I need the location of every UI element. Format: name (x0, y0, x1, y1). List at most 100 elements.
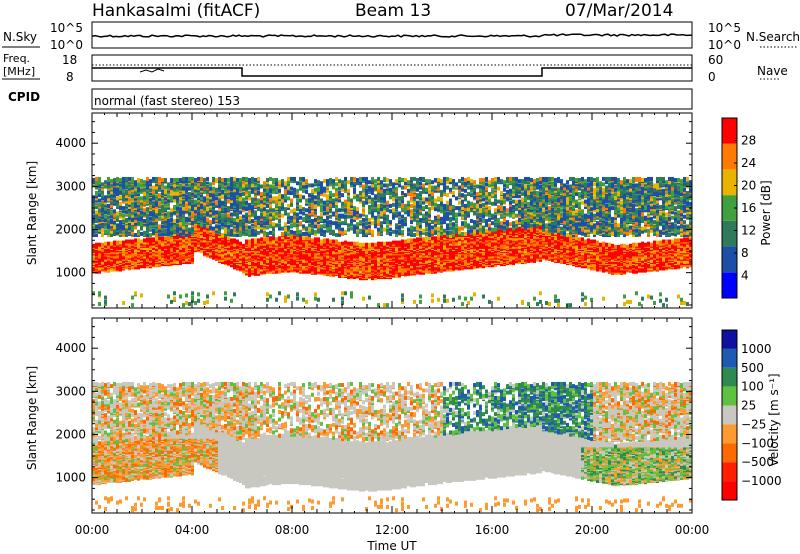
data-cell (155, 179, 158, 184)
data-cell (347, 180, 350, 185)
data-cell (104, 214, 107, 219)
data-cell (170, 224, 173, 229)
data-cell (365, 214, 368, 219)
data-cell (239, 210, 242, 215)
data-cell (200, 211, 203, 216)
data-cell (104, 195, 107, 200)
data-cell (359, 176, 362, 181)
data-cell (251, 208, 254, 213)
data-cell (245, 224, 248, 229)
data-cell (308, 196, 311, 201)
data-cell (176, 187, 179, 192)
data-cell (236, 183, 239, 188)
data-cell (185, 176, 188, 181)
data-cell (125, 209, 128, 214)
data-cell (146, 190, 149, 195)
data-cell (164, 224, 167, 229)
data-cell (278, 214, 281, 219)
data-cell (269, 236, 272, 241)
data-cell (143, 187, 146, 192)
data-cell (122, 187, 125, 192)
data-cell (239, 231, 242, 236)
data-cell (164, 178, 167, 183)
data-cell (251, 185, 254, 190)
data-cell (305, 219, 308, 224)
data-cell (185, 186, 188, 191)
data-cell (347, 214, 350, 219)
data-cell (122, 217, 125, 222)
data-cell (329, 239, 332, 244)
data-cell (329, 248, 332, 253)
data-cell (266, 184, 269, 189)
data-cell (191, 216, 194, 221)
data-cell (104, 198, 107, 203)
data-cell (275, 215, 278, 220)
data-cell (278, 291, 281, 296)
data-cell (173, 257, 176, 262)
data-cell (224, 291, 227, 296)
data-cell (113, 180, 116, 185)
data-cell (254, 178, 257, 183)
data-cell (374, 215, 377, 220)
data-cell (287, 227, 290, 232)
data-cell (149, 233, 152, 238)
data-cell (146, 231, 149, 236)
data-cell (200, 241, 203, 246)
data-cell (320, 187, 323, 192)
data-cell (245, 192, 248, 197)
data-cell (254, 186, 257, 191)
data-cell (176, 230, 179, 235)
data-cell (122, 199, 125, 204)
data-cell (110, 209, 113, 214)
data-cell (266, 182, 269, 187)
data-cell (188, 176, 191, 181)
data-cell (362, 200, 365, 205)
data-cell (332, 179, 335, 184)
data-cell (242, 180, 245, 185)
data-cell (197, 206, 200, 211)
data-cell (161, 236, 164, 241)
data-cell (119, 228, 122, 233)
data-cell (110, 203, 113, 208)
data-cell (152, 214, 155, 219)
data-cell (140, 189, 143, 194)
data-cell (122, 196, 125, 201)
data-cell (251, 179, 254, 184)
data-cell (275, 223, 278, 228)
data-cell (194, 220, 197, 225)
data-cell (125, 227, 128, 232)
data-cell (248, 215, 251, 220)
data-cell (299, 221, 302, 226)
data-cell (182, 192, 185, 197)
data-cell (179, 223, 182, 228)
data-cell (266, 220, 269, 225)
data-cell (269, 188, 272, 193)
data-cell (287, 294, 290, 299)
freq-trace (92, 67, 692, 77)
data-cell (143, 248, 146, 253)
data-cell (113, 201, 116, 206)
data-cell (248, 211, 251, 216)
data-cell (266, 239, 269, 244)
data-cell (329, 271, 332, 276)
data-cell (296, 188, 299, 193)
data-cell (107, 208, 110, 213)
data-cell (242, 268, 245, 273)
data-cell (302, 240, 305, 245)
data-cell (92, 219, 95, 224)
data-cell (263, 194, 266, 199)
data-cell (314, 220, 317, 225)
data-cell (221, 183, 224, 188)
data-cell (242, 183, 245, 188)
data-cell (257, 230, 260, 235)
data-cell (173, 241, 176, 246)
data-cell (110, 229, 113, 234)
data-cell (164, 202, 167, 207)
data-cell (167, 230, 170, 235)
data-cell (155, 236, 158, 241)
data-cell (266, 214, 269, 219)
data-cell (200, 199, 203, 204)
data-cell (107, 220, 110, 225)
data-cell (317, 197, 320, 202)
data-cell (302, 187, 305, 192)
